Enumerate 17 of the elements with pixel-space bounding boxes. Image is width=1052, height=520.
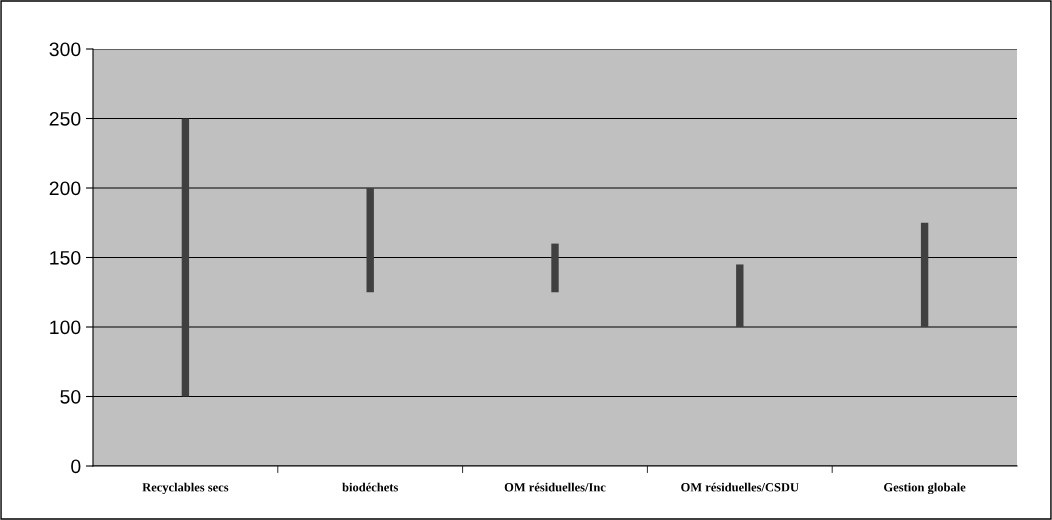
bar bbox=[920, 222, 929, 327]
y-tick-label: 300 bbox=[49, 42, 81, 57]
y-tick-label: 250 bbox=[49, 111, 81, 126]
y-tick-label: 150 bbox=[50, 250, 81, 265]
x-tick-label: OM résiduelles/CSDU bbox=[681, 482, 799, 492]
x-tick-label: Gestion globale bbox=[884, 482, 966, 495]
bar bbox=[181, 118, 190, 397]
x-tick-label: Recyclables secs bbox=[142, 482, 229, 495]
bar bbox=[551, 243, 559, 293]
y-tick-label: 50 bbox=[60, 389, 81, 404]
x-tick-label: OM résiduelles/Inc bbox=[504, 482, 606, 492]
y-tick-label: 200 bbox=[49, 181, 81, 196]
y-tick-label: 0 bbox=[71, 459, 81, 474]
bar bbox=[366, 188, 374, 293]
y-tick-label: 100 bbox=[50, 320, 81, 335]
bar bbox=[736, 264, 744, 327]
x-tick-label: biodéchets bbox=[342, 482, 399, 492]
